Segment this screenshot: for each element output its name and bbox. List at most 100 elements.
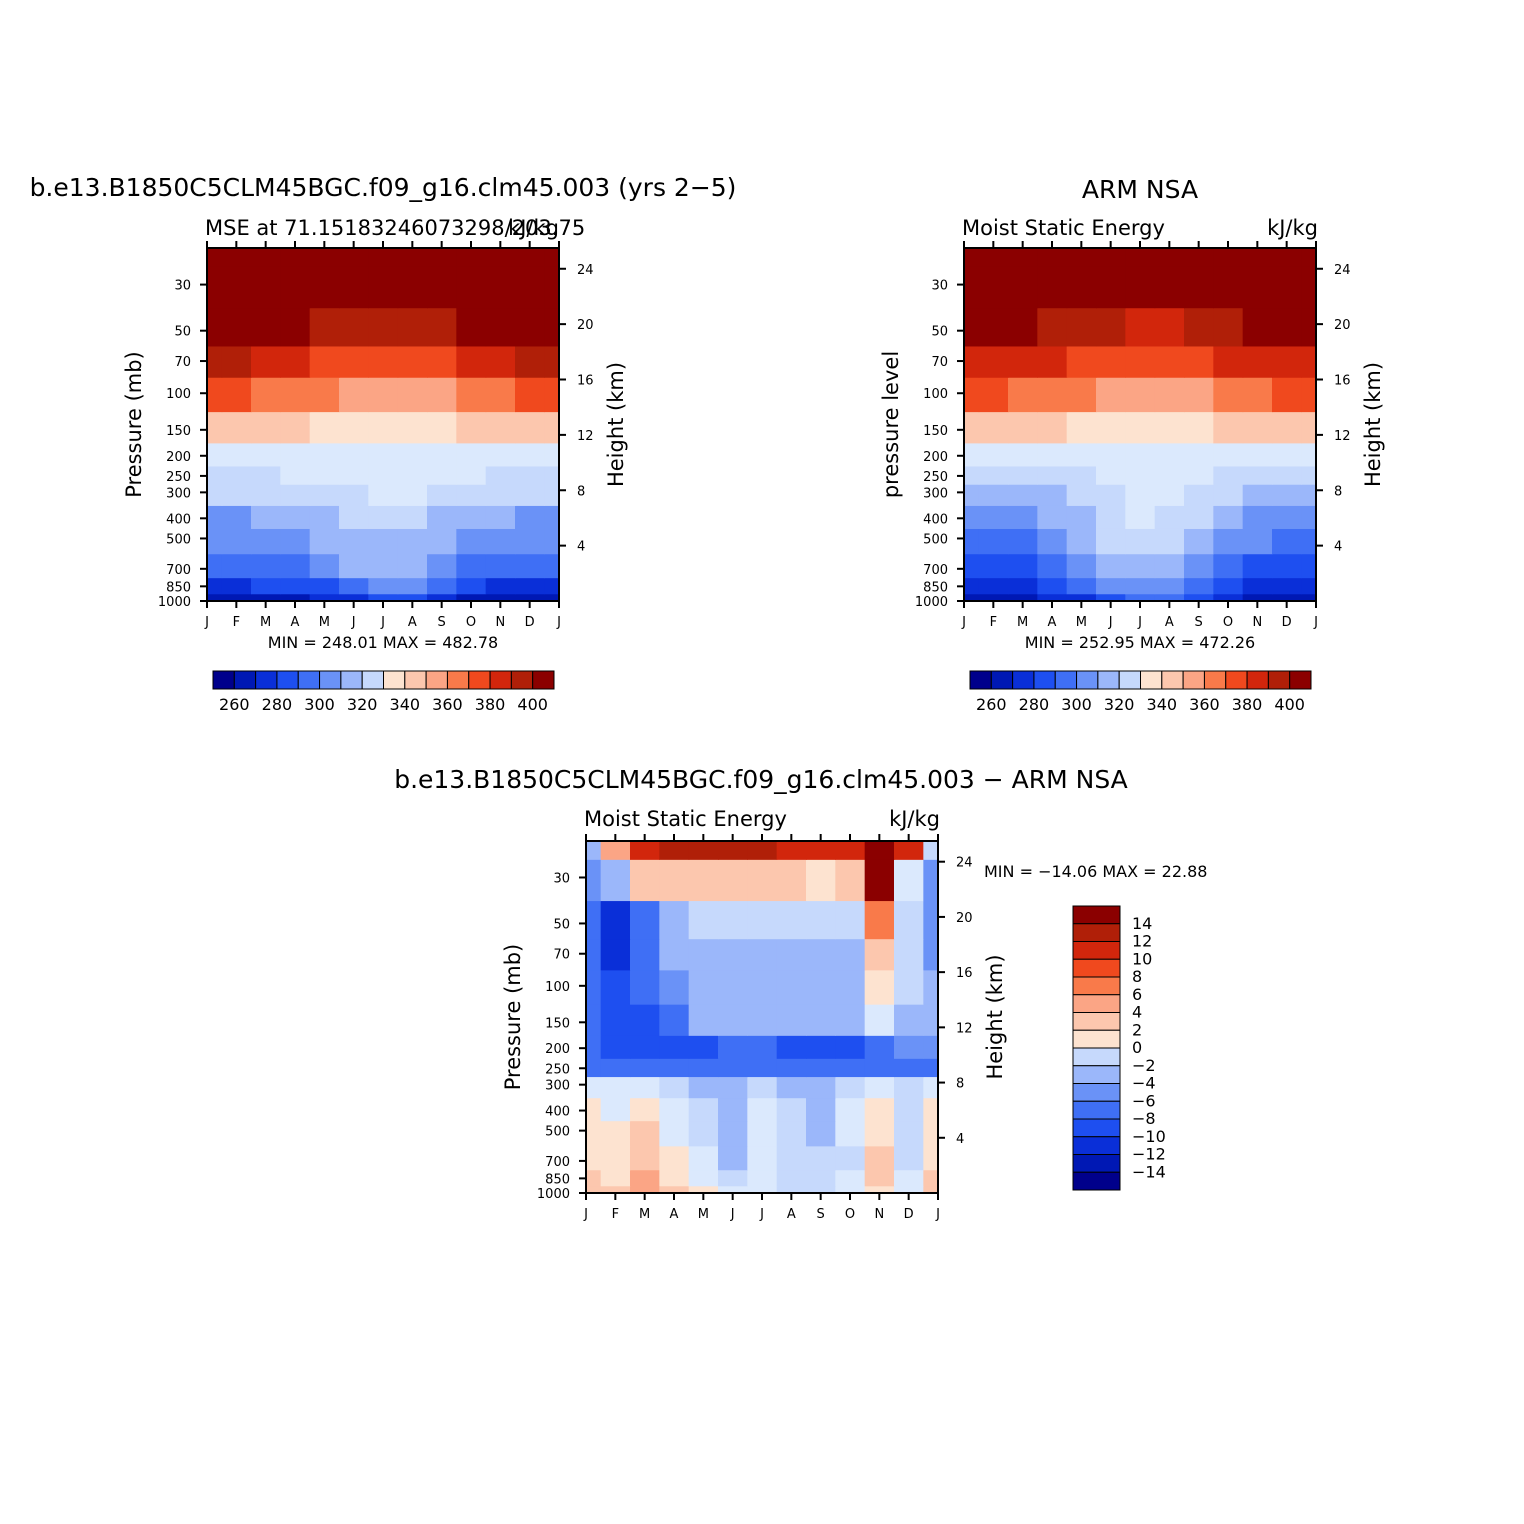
x-tick-label: A	[1048, 615, 1057, 630]
contour-cell	[864, 1058, 895, 1078]
contour-cell	[221, 307, 252, 347]
colorbar-label: 300	[1061, 695, 1092, 714]
contour-cell	[515, 411, 545, 444]
contour-fill	[586, 841, 939, 1194]
contour-cell	[251, 593, 281, 602]
contour-cell	[894, 1004, 924, 1036]
contour-cell	[964, 553, 980, 579]
colorbar-box	[1033, 670, 1056, 690]
contour-cell	[339, 465, 369, 485]
contour-cell	[630, 1185, 660, 1194]
contour-cell	[207, 345, 223, 378]
contour-cell	[207, 266, 223, 309]
contour-cell	[806, 1058, 836, 1078]
contour-cell	[485, 577, 516, 595]
contour-cell	[1301, 411, 1317, 444]
contour-cell	[659, 1058, 690, 1078]
colorbar-label: 6	[1132, 985, 1142, 1004]
contour-cell	[806, 1097, 836, 1122]
contour-cell	[718, 1145, 748, 1171]
contour-cell	[978, 266, 1009, 309]
contour-cell	[806, 841, 836, 860]
colorbar-label: −12	[1132, 1145, 1166, 1164]
contour-cell	[600, 841, 631, 860]
colorbar-label: 340	[390, 695, 421, 714]
contour-cell	[251, 345, 281, 378]
colorbar-box	[404, 670, 427, 690]
contour-cell	[688, 938, 719, 971]
contour-cell	[339, 528, 369, 555]
contour-cell	[659, 841, 690, 860]
x-tick-label: J	[204, 615, 209, 630]
contour-cell	[688, 1097, 719, 1122]
y2-tick-label: 4	[577, 540, 585, 555]
contour-cell	[835, 1076, 866, 1099]
contour-cell	[1301, 528, 1317, 555]
contour-cell	[1037, 593, 1068, 602]
colorbar-label: −8	[1132, 1109, 1156, 1128]
x-tick-label: F	[990, 615, 997, 630]
y-tick-label: 30	[553, 871, 570, 886]
y2-tick-label: 12	[577, 429, 594, 444]
contour-cell	[456, 345, 487, 378]
colorbar-label: 280	[1019, 695, 1050, 714]
contour-cell	[1037, 377, 1068, 413]
contour-cell	[221, 593, 252, 602]
colorbar-label: −4	[1132, 1074, 1156, 1093]
contour-cell	[515, 484, 545, 506]
contour-cell	[1008, 307, 1038, 347]
colorbar-label: −10	[1132, 1127, 1166, 1146]
contour-cell	[923, 969, 939, 1005]
contour-cell	[544, 377, 560, 413]
contour-cell	[1154, 577, 1185, 595]
colorbar-box	[1072, 1083, 1121, 1102]
y-tick-label: 300	[166, 486, 191, 501]
contour-cell	[1242, 345, 1273, 378]
colorbar-box	[1072, 1029, 1121, 1049]
contour-cell	[280, 248, 311, 267]
contour-cell	[806, 900, 836, 940]
colorbar-box	[1076, 670, 1099, 690]
contour-cell	[923, 938, 939, 971]
y-tick-label: 400	[923, 512, 948, 527]
contour-cell	[485, 266, 516, 309]
y-tick-label: 200	[923, 450, 948, 465]
contour-cell	[894, 1058, 924, 1078]
y-tick-label: 50	[174, 325, 191, 340]
colorbar-box	[1072, 1118, 1121, 1138]
contour-cell	[964, 505, 980, 529]
panel3-right-string: kJ/kg	[889, 807, 940, 831]
x-tick-label: F	[612, 1207, 619, 1222]
contour-cell	[864, 1004, 895, 1036]
colorbar-box	[1072, 994, 1121, 1013]
contour-cell	[397, 266, 428, 309]
contour-cell	[630, 1120, 660, 1147]
y2-tick-label: 20	[577, 318, 594, 333]
contour-cell	[894, 1097, 924, 1122]
contour-cell	[456, 442, 487, 467]
contour-cell	[309, 505, 340, 529]
colorbar-label: 340	[1147, 695, 1178, 714]
contour-cell	[776, 1004, 807, 1036]
contour-cell	[397, 248, 428, 267]
contour-cell	[688, 1035, 719, 1059]
contour-cell	[776, 841, 807, 860]
contour-cell	[485, 528, 516, 555]
colorbar-box	[1012, 670, 1035, 690]
y-tick-label: 400	[166, 512, 191, 527]
contour-cell	[894, 938, 924, 971]
x-tick-label: S	[438, 615, 446, 630]
contour-cell	[251, 577, 281, 595]
contour-cell	[1301, 377, 1317, 413]
colorbar-box	[1203, 670, 1227, 690]
contour-cell	[747, 1120, 778, 1147]
contour-cell	[251, 465, 281, 485]
y-axis-label: Pressure (mb)	[501, 944, 525, 1091]
contour-cell	[1066, 505, 1097, 529]
contour-cell	[964, 577, 980, 595]
contour-cell	[309, 465, 340, 485]
contour-cell	[978, 593, 1009, 602]
contour-cell	[309, 528, 340, 555]
contour-cell	[1242, 505, 1273, 529]
contour-cell	[207, 411, 223, 444]
